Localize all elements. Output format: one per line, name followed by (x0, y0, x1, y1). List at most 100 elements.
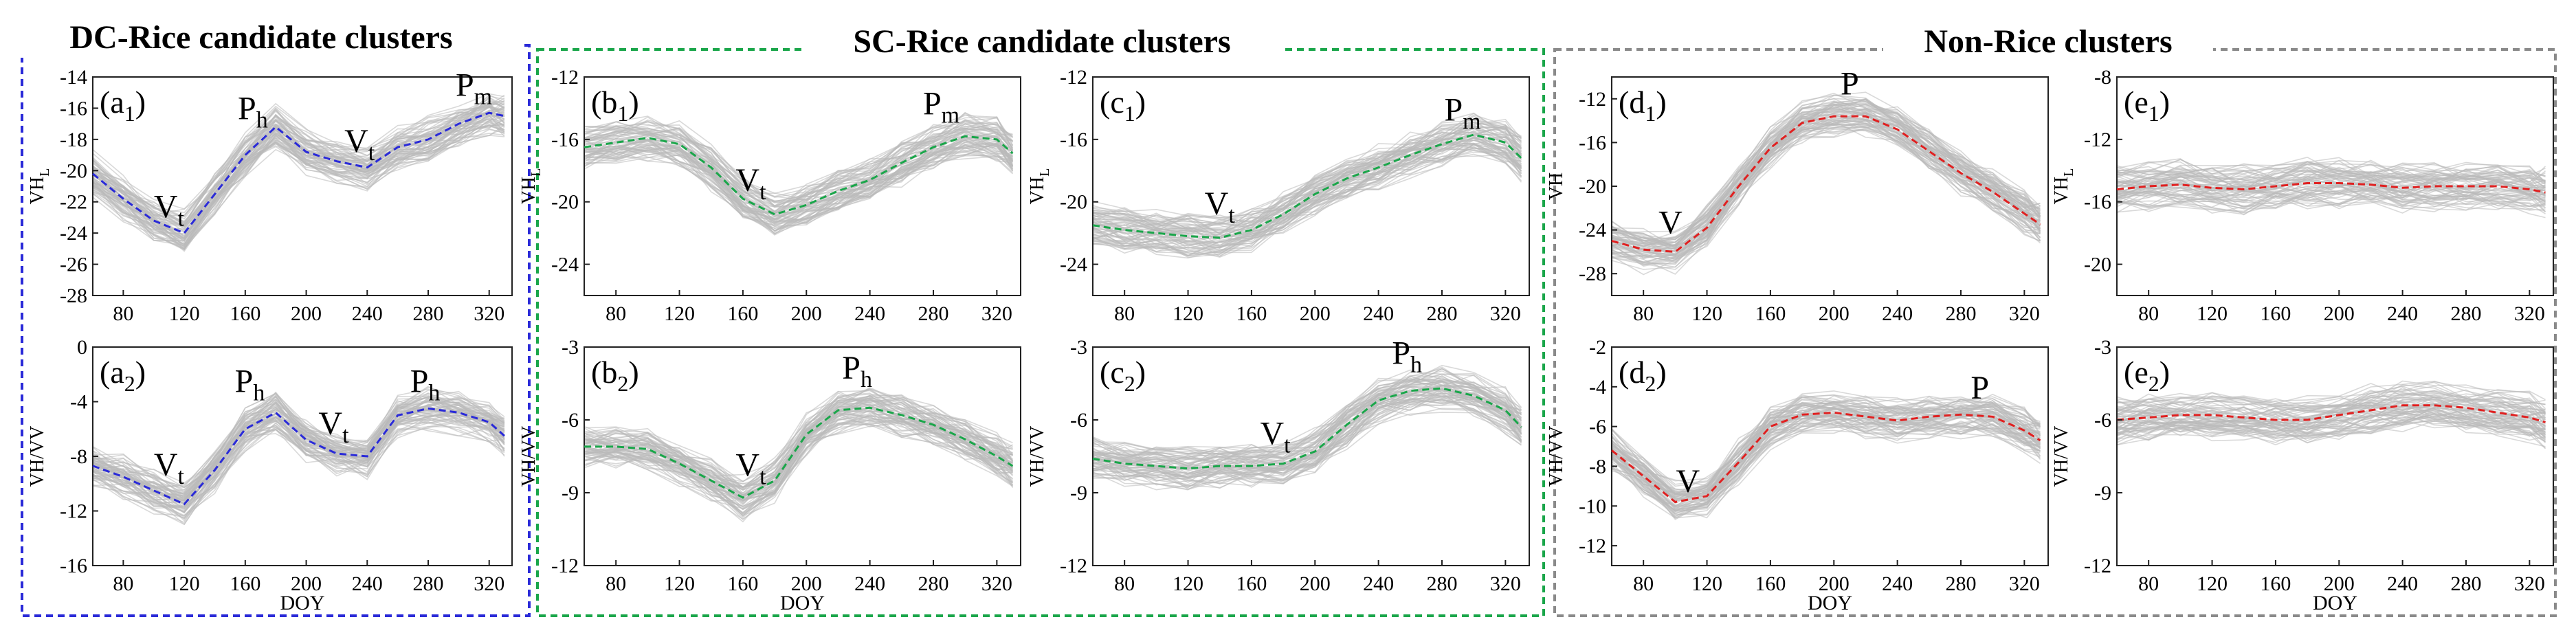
x-tick-label: 80 (606, 572, 626, 595)
annotation-main: P (235, 364, 254, 400)
annotation-sub: h (1410, 353, 1422, 378)
mean-series-line (1092, 133, 1522, 239)
chart-panel: -12 -9 -6 -3 80 120 160 200 240 280 320 VH/VV DOY (e2… (2051, 336, 2554, 614)
x-tick-label: 160 (2260, 572, 2291, 595)
annotation-sub: t (342, 423, 349, 448)
sample-curve (1611, 98, 2041, 247)
y-tick-label: -12 (551, 66, 579, 89)
chart-panel: -24 -20 -16 -12 80 120 160 200 240 280 320 VHL (c1) V… (1027, 66, 1530, 325)
sample-curve (584, 423, 1014, 514)
sample-curves (584, 111, 1014, 236)
y-axis-label: VHL (518, 168, 544, 205)
x-tick-label: 160 (727, 302, 758, 325)
y-tick-label: -16 (60, 97, 87, 120)
annotation-main: P (238, 90, 256, 126)
phenology-annotation: Pm (1444, 92, 1480, 135)
sample-curve (584, 125, 1014, 215)
x-tick-label: 320 (2514, 572, 2545, 595)
y-tick-label: -8 (70, 445, 87, 468)
x-tick-label: 80 (1633, 572, 1654, 595)
x-tick-label: 120 (1691, 302, 1722, 325)
annotation-sub: t (759, 179, 766, 205)
sample-curve (1611, 106, 2041, 241)
y-tick-label: -18 (60, 129, 87, 151)
sc-rice-group-title: SC-Rice candidate clusters (853, 23, 1230, 60)
sample-curve (584, 144, 1013, 227)
y-axis-label-sub: L (1037, 168, 1052, 177)
x-tick-label: 120 (1173, 302, 1203, 325)
y-tick-label: -20 (2084, 254, 2111, 276)
annotation-sub: t (1284, 432, 1291, 458)
panel-label-close: ) (135, 85, 146, 120)
annotation-sub: h (428, 381, 440, 406)
sample-curve (2116, 413, 2546, 449)
sample-curve (1092, 135, 1522, 248)
sample-curve (1092, 403, 1522, 491)
sample-curve (1611, 103, 2041, 250)
plot-frame (1092, 76, 1530, 296)
sample-curve (1092, 381, 1522, 470)
sample-curve (1092, 114, 1522, 230)
y-tick-label: -24 (1579, 219, 1606, 242)
x-tick-label: 200 (291, 572, 322, 595)
sample-curve (92, 421, 505, 517)
phenology-annotation: Ph (1392, 335, 1422, 378)
sample-curve (584, 407, 1013, 506)
sample-curve (1611, 421, 2041, 509)
sample-curve (92, 100, 505, 218)
sample-curves (584, 386, 1014, 523)
sample-curve (1092, 153, 1522, 254)
panel-label-close: ) (2159, 355, 2170, 390)
y-axis-label-main: VH/VV (27, 426, 48, 487)
sample-curve (92, 398, 505, 501)
annotation-sub: t (178, 205, 185, 231)
panel-label-main: (b (591, 355, 617, 390)
sample-curve (1092, 147, 1522, 259)
x-tick-label: 160 (230, 302, 260, 325)
y-axis-label-sub: L (37, 168, 52, 177)
sample-curve (1611, 402, 2041, 502)
y-axis-label: VH/VV (1027, 426, 1048, 487)
phenology-annotation: Vt (154, 447, 185, 489)
sample-curve (2116, 412, 2546, 444)
sample-curve (584, 404, 1013, 504)
phenology-annotation: Ph (410, 364, 441, 406)
y-tick-label: -4 (70, 391, 87, 414)
mean-series-line (1611, 411, 2041, 504)
sample-curve (92, 401, 505, 499)
y-tick-label: -20 (1579, 175, 1606, 198)
x-tick-label: 320 (981, 302, 1012, 325)
y-tick-label: -16 (551, 129, 579, 151)
dc-rice-group-title: DC-Rice candidate clusters (69, 19, 452, 56)
x-tick-label: 200 (1300, 302, 1331, 325)
y-tick-label: -24 (1060, 254, 1087, 276)
phenology-annotation: Vt (344, 123, 375, 166)
x-tick-label: 80 (1114, 572, 1135, 595)
sample-curve (1611, 416, 2041, 511)
x-tick-label: 240 (854, 302, 885, 325)
annotation-main: V (154, 188, 178, 225)
mean-series-line (1092, 387, 1522, 470)
panel-label-close: ) (2159, 85, 2170, 120)
phenology-annotation: Pm (456, 67, 492, 109)
sample-curve (1611, 123, 2041, 260)
panel-label: (d2) (1619, 355, 1667, 396)
sample-curve (2116, 173, 2546, 197)
x-tick-label: 200 (1300, 572, 1331, 595)
mean-series-line (92, 111, 505, 234)
y-tick-label: -9 (2094, 482, 2111, 504)
panel-label-sub: 1 (2148, 101, 2159, 126)
sample-curve (1092, 392, 1522, 487)
panel-label-main: (c (1100, 355, 1124, 390)
chart-panel: -28 -26 -24 -22 -20 -18 -16 -14 80 120 160 200 240 28… (27, 66, 513, 325)
panel-label-close: ) (1656, 85, 1666, 120)
y-tick-label: -24 (551, 254, 579, 276)
x-axis-label: DOY (780, 592, 825, 614)
non-rice-group-title: Non-Rice clusters (1924, 23, 2172, 60)
non-rice-title-mask (1883, 14, 2213, 62)
sample-curve (2116, 187, 2546, 208)
chart-panel: -12 -9 -6 -3 80 120 160 200 240 280 320 VH/VV DOY (b2… (518, 336, 1021, 614)
plot-frame (2116, 346, 2554, 566)
x-tick-label: 280 (2451, 302, 2482, 325)
y-axis-label-main: VH/VV (1546, 426, 1567, 487)
